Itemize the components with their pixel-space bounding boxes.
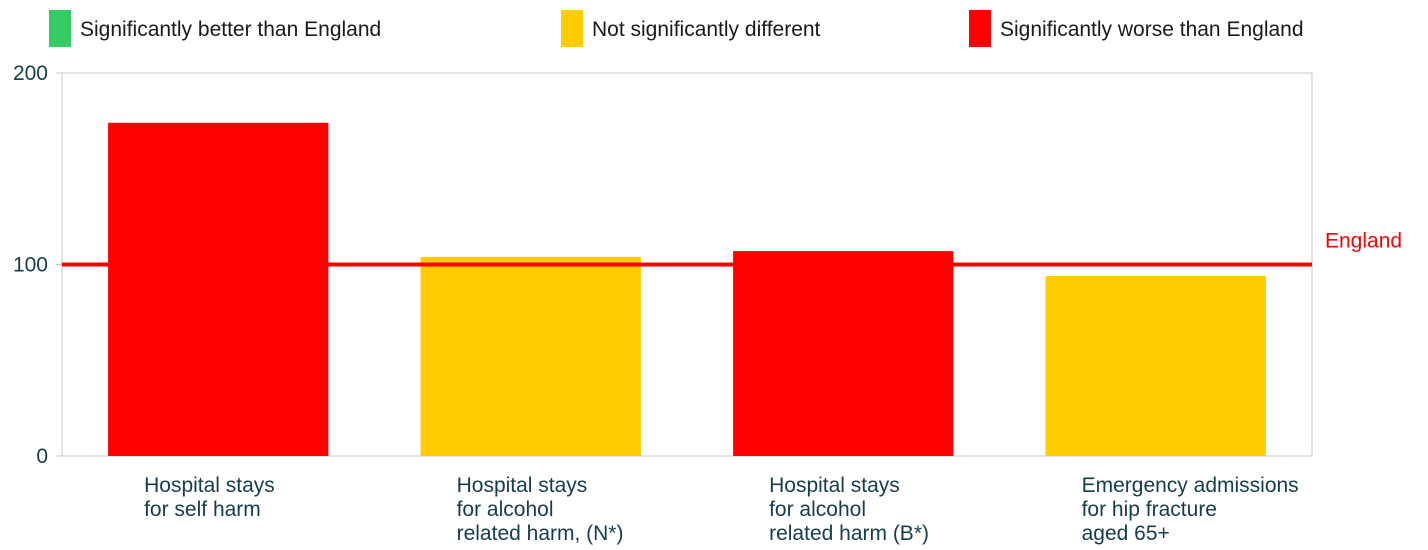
legend-label-better: Significantly better than England: [80, 18, 381, 41]
england-reference-label: England: [1325, 230, 1402, 253]
x-category-label-2: Hospital stays for alcohol related harm, (…: [457, 474, 624, 545]
x-category-label-3: Hospital stays for alcohol related harm (B…: [769, 474, 929, 545]
bar-3: [733, 251, 954, 456]
legend: Significantly better than England Not sig…: [49, 10, 1304, 47]
legend-label-worse: Significantly worse than England: [1000, 18, 1304, 41]
legend-label-similar: Not significantly different: [592, 18, 821, 41]
bar-1: [108, 122, 329, 456]
legend-item-better: Significantly better than England: [49, 10, 381, 47]
bar-4: [1045, 275, 1266, 456]
bars: [108, 122, 1266, 456]
x-axis: Hospital stays for self harm Hospital stay…: [144, 474, 1299, 545]
legend-swatch-similar: [561, 10, 583, 47]
y-tick-label: 200: [13, 62, 48, 85]
bar-2: [420, 256, 641, 456]
x-category-label-1: Hospital stays for self harm: [144, 474, 275, 521]
y-tick-label: 100: [13, 254, 48, 277]
y-tick-label: 0: [36, 445, 48, 468]
legend-swatch-worse: [969, 10, 991, 47]
reference-line-group: England: [62, 230, 1402, 267]
legend-item-worse: Significantly worse than England: [969, 10, 1304, 47]
legend-item-similar: Not significantly different: [561, 10, 821, 47]
x-category-label-4: Emergency admissions for hip fracture aged…: [1082, 474, 1299, 545]
y-axis: 0 100 200: [13, 62, 62, 468]
legend-swatch-better: [49, 10, 71, 47]
